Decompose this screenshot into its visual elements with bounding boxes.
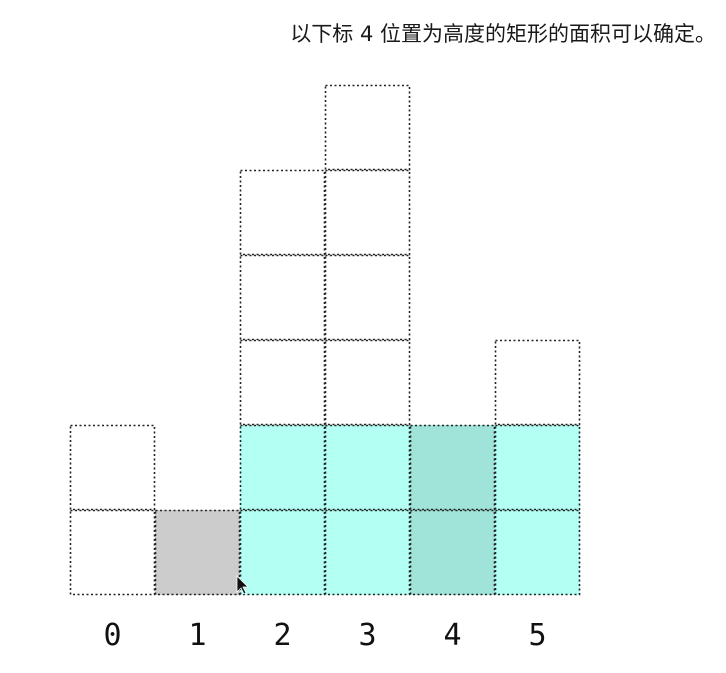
bar-3-cell [324, 509, 411, 596]
index-label: 5 [528, 618, 546, 653]
bar-3-cell [324, 254, 411, 341]
bar-2-cell [239, 424, 326, 511]
caption-text: 以下标 4 位置为高度的矩形的面积可以确定。 [290, 22, 716, 46]
bar-3-cell [324, 169, 411, 256]
bar-0-cell [69, 424, 156, 511]
bar-4-cell [409, 424, 496, 511]
bar-2-cell [239, 509, 326, 596]
index-label: 0 [103, 618, 121, 653]
bar-3-cell [324, 84, 411, 171]
bar-5-cell [494, 424, 581, 511]
mouse-cursor-icon [236, 575, 249, 595]
cell-layer [69, 84, 581, 596]
index-label: 2 [273, 618, 291, 653]
bar-2-cell [239, 254, 326, 341]
bar-2-cell [239, 169, 326, 256]
bar-0-cell [69, 509, 156, 596]
index-label: 1 [188, 618, 206, 653]
index-label-layer: 0 1 2 3 4 5 [103, 618, 546, 653]
bar-3-cell [324, 424, 411, 511]
bar-5-cell [494, 339, 581, 426]
index-label: 4 [443, 618, 461, 653]
bar-2-cell [239, 339, 326, 426]
bar-1-cell [154, 509, 241, 596]
bar-5-cell [494, 509, 581, 596]
bar-3-cell [324, 339, 411, 426]
index-label: 3 [358, 618, 376, 653]
boundary-bar-fill [155, 510, 240, 595]
bar-4-cell [409, 509, 496, 596]
